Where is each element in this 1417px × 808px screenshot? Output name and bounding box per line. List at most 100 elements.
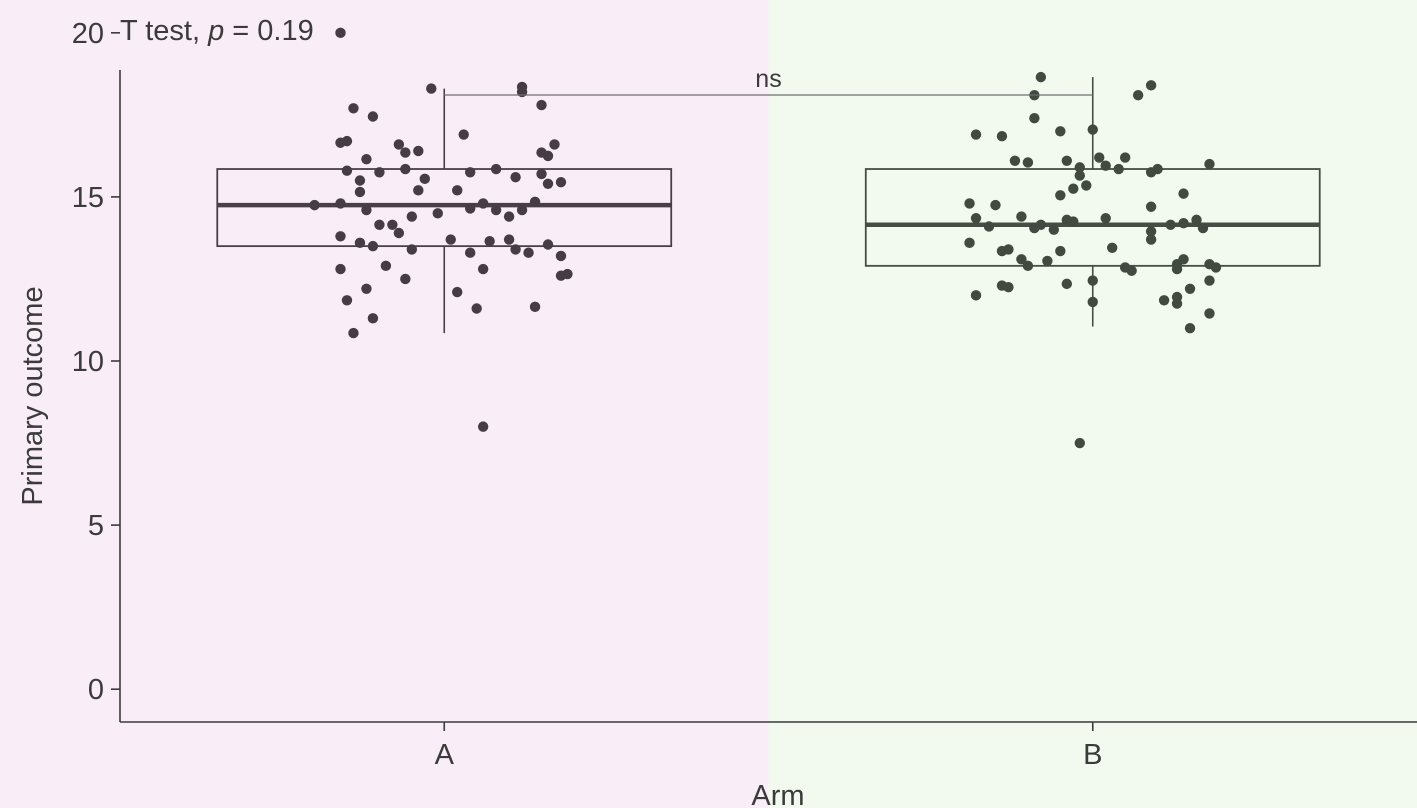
data-point-a-52 <box>503 234 515 245</box>
data-point-b-21 <box>1100 160 1111 171</box>
data-point-a-47 <box>393 227 405 239</box>
data-point-a-70 <box>477 421 489 432</box>
data-point-b-57 <box>1210 262 1222 273</box>
data-point-a-60 <box>380 260 392 272</box>
data-point-b-19 <box>1074 170 1085 181</box>
data-point-a-66 <box>341 295 353 306</box>
data-point-a-63 <box>477 263 489 275</box>
x-axis-title: Arm <box>751 780 804 808</box>
data-point-b-51 <box>1145 234 1157 245</box>
data-point-a-29 <box>335 198 346 209</box>
data-point-a-61 <box>400 273 411 285</box>
data-point-a-67 <box>367 313 379 324</box>
data-point-a-28 <box>309 199 320 211</box>
data-point-a-43 <box>529 196 541 208</box>
data-point-a-40 <box>490 204 502 216</box>
data-point-b-71 <box>1074 437 1085 449</box>
data-point-a-16 <box>335 137 346 148</box>
data-point-a-13 <box>549 139 560 150</box>
data-point-b-8 <box>996 130 1008 142</box>
data-point-b-17 <box>1055 190 1066 201</box>
x-tick-label-b: B <box>1083 739 1102 771</box>
data-point-a-25 <box>536 168 547 180</box>
data-point-b-38 <box>1178 217 1189 229</box>
data-point-a-19 <box>374 167 385 178</box>
data-point-a-42 <box>516 204 528 216</box>
data-point-a-45 <box>354 237 366 249</box>
data-point-a-12 <box>458 129 469 140</box>
box-b <box>864 168 1321 267</box>
data-point-a-32 <box>374 219 385 231</box>
data-point-a-50 <box>464 247 476 258</box>
chart-marks <box>216 27 1321 449</box>
data-point-a-53 <box>510 244 521 255</box>
data-point-a-0 <box>335 27 346 39</box>
data-point-b-36 <box>1145 201 1157 212</box>
data-point-b-43 <box>1003 244 1014 255</box>
data-point-a-55 <box>542 239 554 250</box>
significance-label: ns <box>755 65 781 93</box>
data-point-b-69 <box>1184 322 1196 334</box>
data-point-b-0 <box>1035 71 1047 83</box>
data-point-a-33 <box>387 219 398 231</box>
data-point-b-26 <box>970 213 982 224</box>
data-point-b-25 <box>964 198 975 209</box>
test-label-suffix: = 0.19 <box>224 15 314 47</box>
data-point-a-49 <box>445 234 456 245</box>
data-point-a-26 <box>542 178 554 189</box>
data-point-a-65 <box>555 270 567 281</box>
data-point-a-35 <box>413 185 424 196</box>
data-point-a-31 <box>361 204 372 216</box>
data-point-a-64 <box>471 303 482 314</box>
data-point-b-11 <box>1061 155 1073 167</box>
data-point-a-36 <box>432 208 443 219</box>
data-point-a-30 <box>354 186 366 198</box>
data-point-a-22 <box>464 167 476 178</box>
data-point-b-61 <box>1061 278 1073 290</box>
data-point-a-7 <box>536 99 547 111</box>
data-point-a-8 <box>361 153 372 165</box>
axes: 0 5 10 15 20 A B <box>72 18 1417 771</box>
data-point-b-4 <box>1087 124 1098 135</box>
data-point-b-18 <box>1068 183 1079 194</box>
data-point-b-55 <box>1178 254 1189 265</box>
x-tick-label-a: A <box>435 739 455 771</box>
data-point-b-3 <box>1055 126 1066 137</box>
data-point-b-9 <box>1009 155 1021 167</box>
data-point-b-28 <box>990 199 1001 211</box>
y-axis-title: Primary outcome <box>17 286 49 505</box>
data-point-a-46 <box>367 240 379 252</box>
data-point-a-11 <box>413 145 424 157</box>
data-point-b-20 <box>1081 180 1092 191</box>
data-point-a-15 <box>536 147 547 158</box>
data-point-b-5 <box>1145 80 1157 91</box>
data-point-a-56 <box>555 250 567 262</box>
data-point-b-27 <box>983 221 995 232</box>
box-a <box>216 168 673 248</box>
data-point-b-22 <box>1113 163 1124 175</box>
data-point-b-2 <box>1029 112 1040 124</box>
data-point-b-41 <box>964 237 975 249</box>
data-point-b-62 <box>1087 275 1098 286</box>
data-point-b-44 <box>1016 254 1027 265</box>
data-point-b-67 <box>1204 275 1215 286</box>
data-point-a-3 <box>367 111 379 122</box>
data-point-a-17 <box>341 165 353 176</box>
data-point-a-62 <box>452 286 463 298</box>
data-point-b-50 <box>1126 265 1137 276</box>
data-point-a-4 <box>426 83 437 94</box>
data-point-b-47 <box>1055 245 1066 257</box>
data-point-a-38 <box>464 203 476 214</box>
data-point-b-6 <box>1132 89 1144 101</box>
data-point-b-24 <box>1178 188 1189 199</box>
data-point-b-14 <box>1119 152 1131 163</box>
data-point-a-39 <box>477 198 489 209</box>
data-point-b-65 <box>1171 291 1183 303</box>
data-point-b-10 <box>1022 157 1034 168</box>
data-point-a-27 <box>555 176 567 188</box>
p-symbol: p <box>207 15 224 47</box>
data-point-a-37 <box>452 185 463 196</box>
data-point-b-45 <box>1022 260 1034 272</box>
data-point-b-48 <box>1107 242 1118 253</box>
